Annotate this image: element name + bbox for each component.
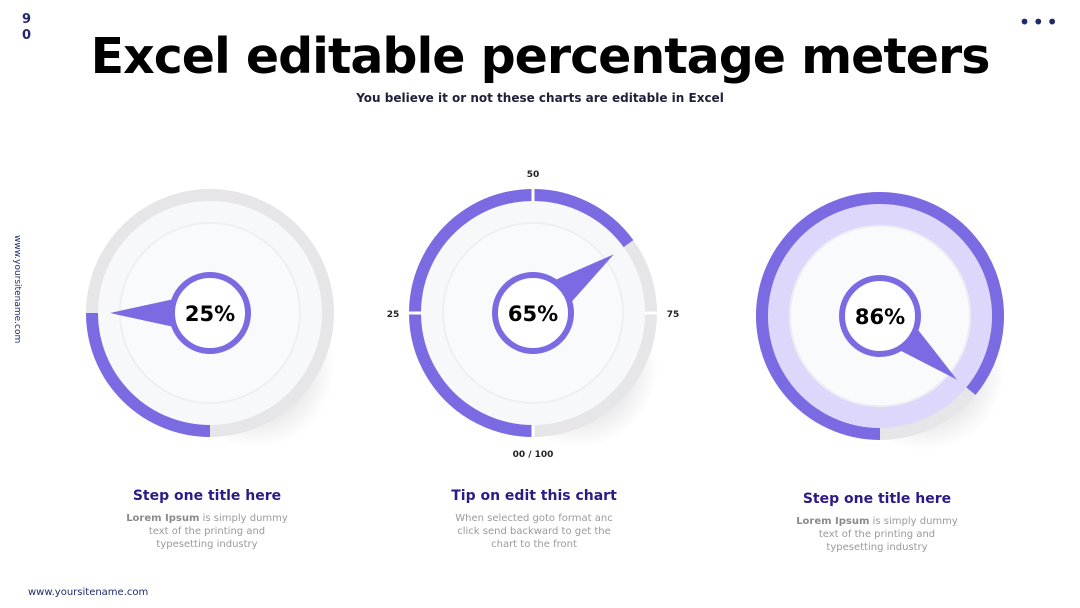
- tick-label: 00 / 100: [513, 450, 554, 460]
- tick-label: 50: [527, 170, 540, 180]
- card: Tip on edit this chart When selected goto…: [434, 488, 634, 551]
- card-title: Step one title here: [802, 491, 952, 507]
- title: Excel editable percentage meters: [90, 28, 991, 85]
- card-text: When selected goto format anc click send…: [434, 512, 634, 551]
- menu-dots[interactable]: •••: [1018, 10, 1060, 34]
- card-text-bold: Lorem Ipsum: [796, 516, 870, 527]
- card-title: Tip on edit this chart: [451, 488, 617, 504]
- gauge-pointer: [900, 329, 958, 380]
- tick-label: 75: [667, 310, 680, 320]
- card: Step one title here Lorem Ipsum is simply…: [107, 488, 307, 551]
- gauge-arc: [86, 312, 211, 437]
- card-text-body: When selected goto format anc click send…: [455, 513, 613, 550]
- footer-url: www.yoursitename.com: [28, 587, 149, 598]
- gauge-arc: [756, 192, 1004, 440]
- gauge-center: [169, 272, 251, 354]
- card-text-body: is simply dummy text of the printing and…: [148, 513, 288, 550]
- gauge-pointer: [555, 254, 614, 302]
- card-text-bold: Lorem Ipsum: [126, 513, 200, 524]
- page-number: 90: [22, 12, 32, 43]
- card-text: Lorem Ipsum is simply dummy text of the …: [107, 512, 307, 551]
- card-text-body: is simply dummy text of the printing and…: [818, 516, 958, 553]
- gauge-center: [492, 272, 574, 354]
- subtitle: You believe it or not these charts are e…: [356, 91, 724, 105]
- card-text: Lorem Ipsum is simply dummy text of the …: [777, 515, 977, 554]
- gauge-arc: [409, 189, 634, 437]
- gauge-center: [839, 275, 921, 357]
- gauge-value-label: 65%: [508, 302, 558, 326]
- side-url: www.yoursitename.com: [12, 235, 22, 344]
- gauge-value-label: 86%: [855, 305, 905, 329]
- gauge-value-label: 25%: [185, 302, 235, 326]
- card-title: Step one title here: [132, 488, 282, 504]
- tick-label: 25: [387, 310, 400, 320]
- card: Step one title here Lorem Ipsum is simply…: [777, 491, 977, 554]
- gauge-pointer: [110, 299, 173, 327]
